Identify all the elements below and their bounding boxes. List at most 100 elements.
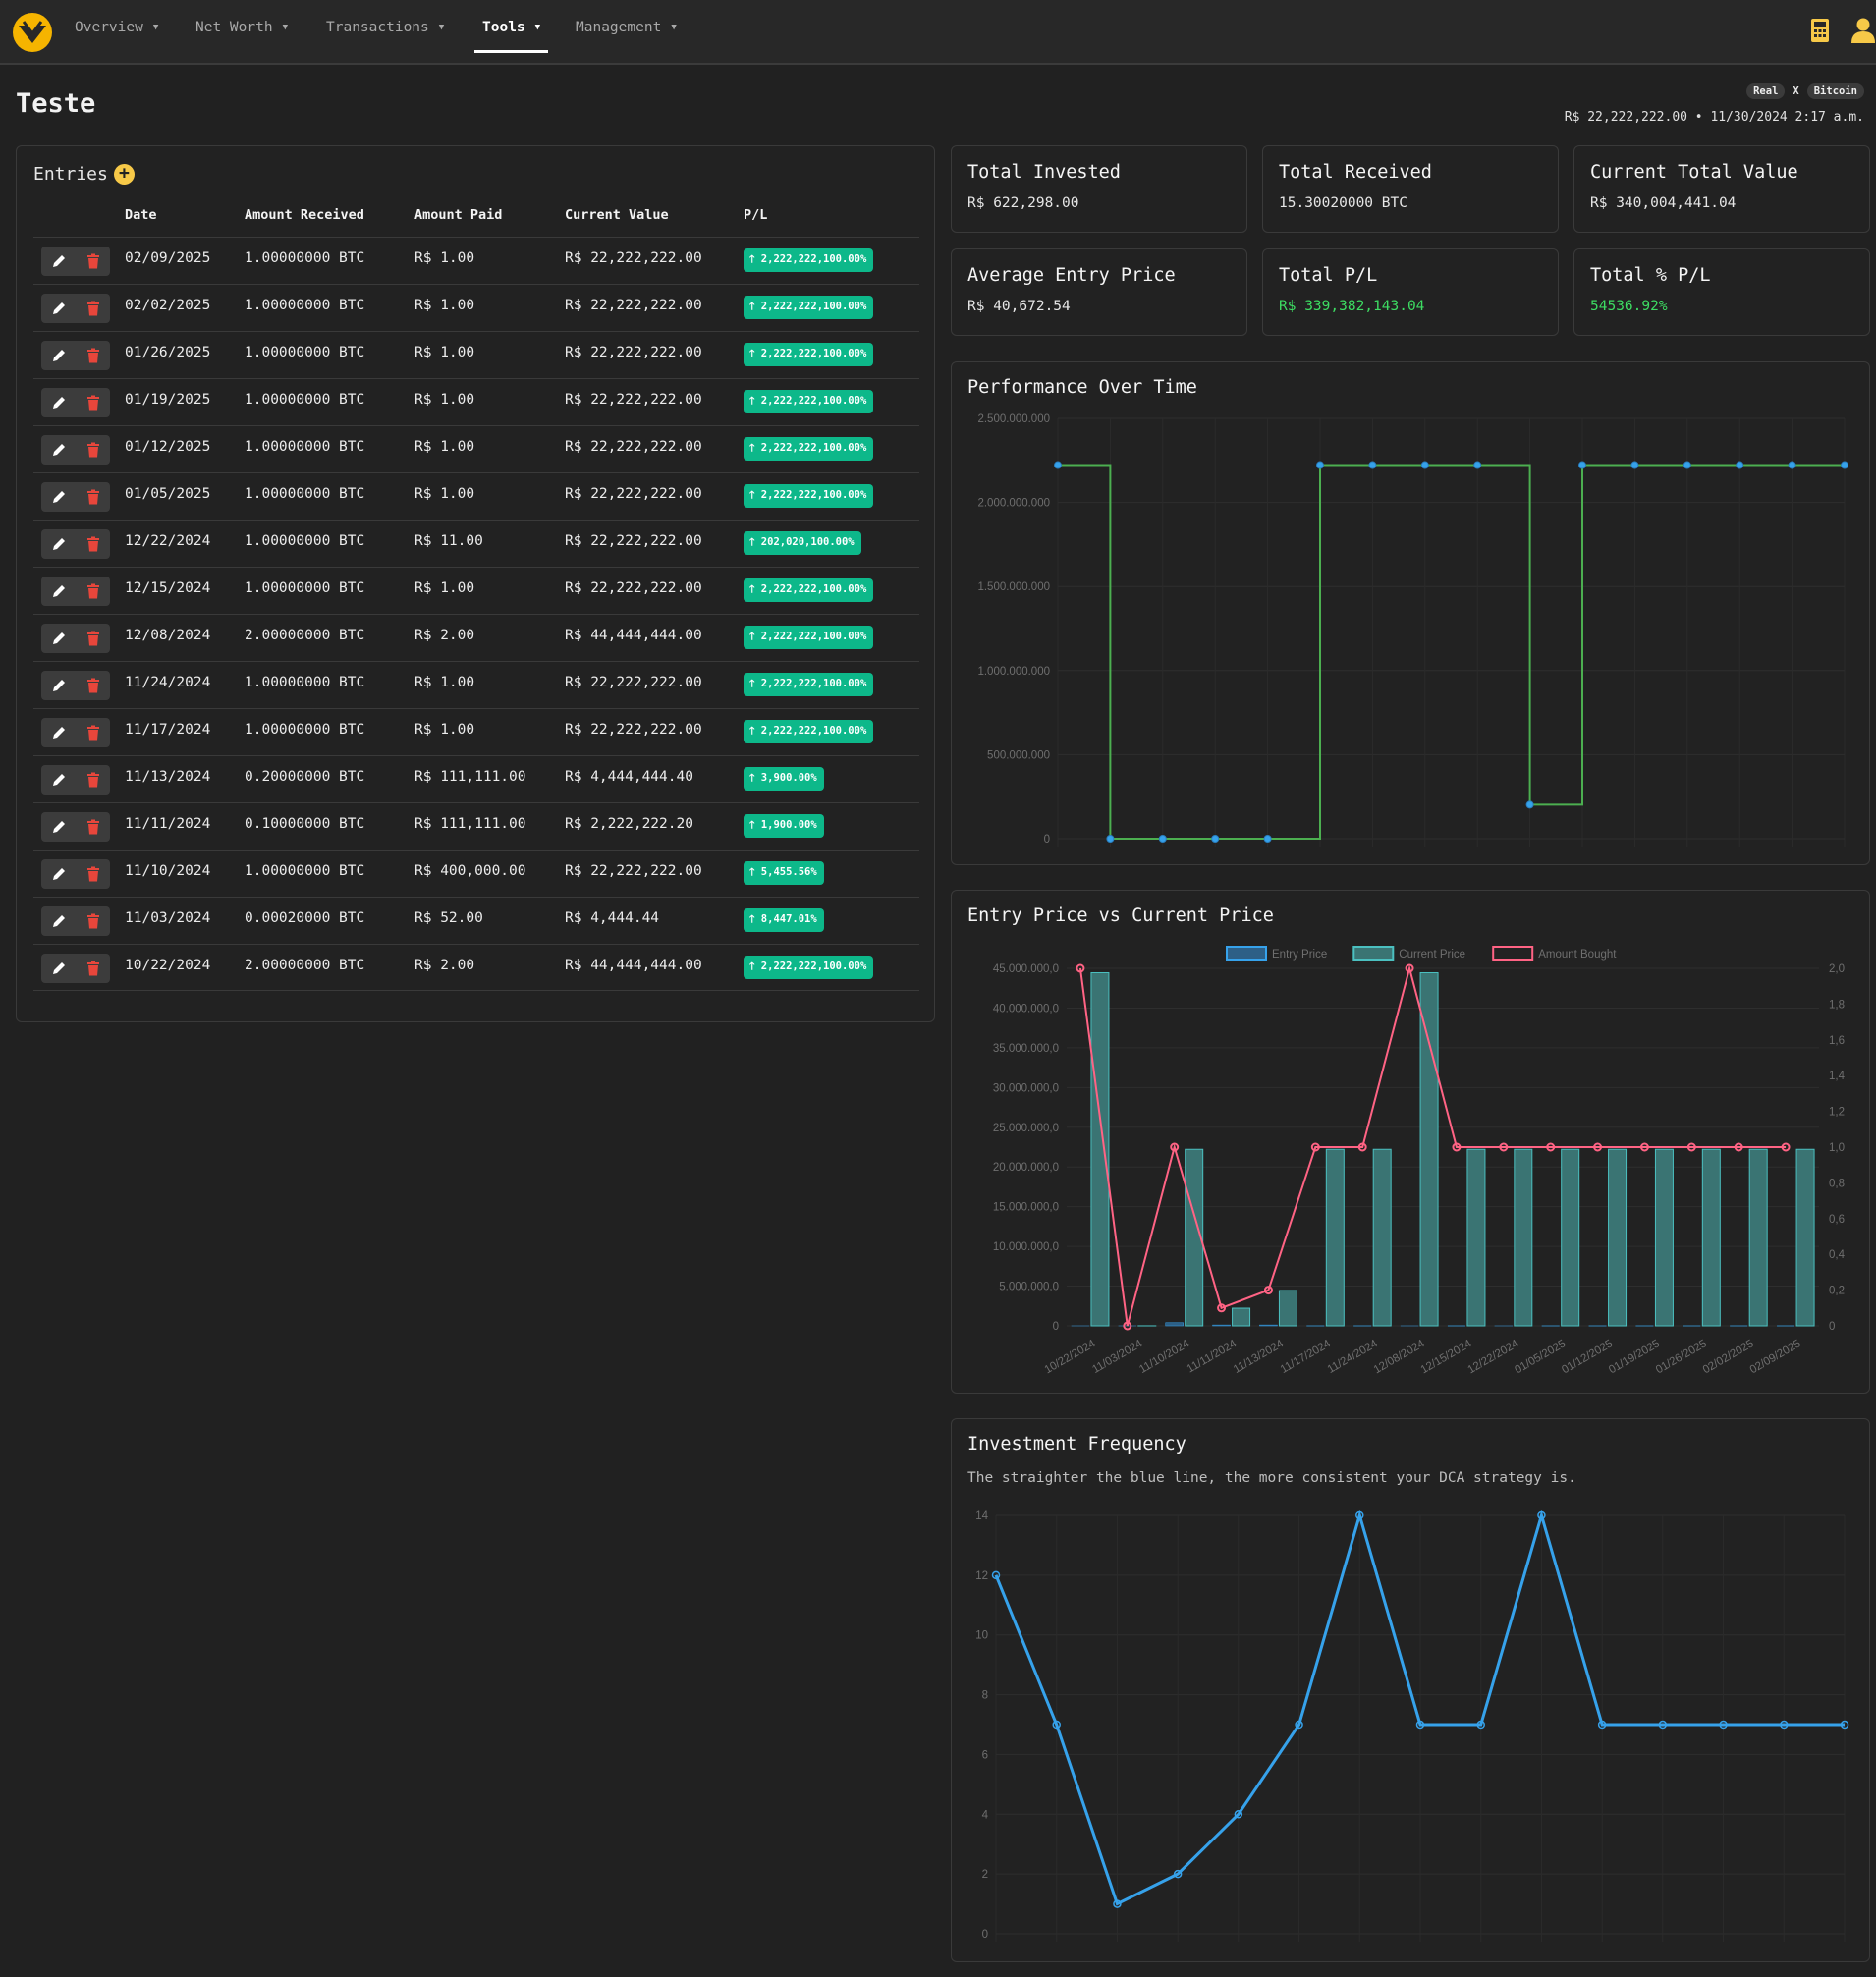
stat-value: R$ 340,004,441.04 (1590, 195, 1737, 211)
column-header: Date (125, 207, 157, 223)
chart-subtitle: The straighter the blue line, the more c… (967, 1470, 1576, 1486)
delete-trash-icon[interactable] (86, 301, 100, 316)
delete-trash-icon[interactable] (86, 961, 100, 976)
delete-trash-icon[interactable] (86, 253, 100, 269)
delete-trash-icon[interactable] (86, 536, 100, 552)
pl-badge: 🡑 2,222,222,100.00% (744, 720, 874, 743)
stat-title: Total % P/L (1590, 265, 1711, 286)
arrow-up-icon: 🡑 (749, 866, 761, 878)
current-value-cell: R$ 22,222,222.00 (565, 345, 702, 360)
nav-item-net-worth[interactable]: Net Worth ▼ (195, 20, 288, 53)
edit-pencil-icon[interactable] (51, 583, 67, 599)
y-tick-label: 20.000.000,0 (993, 1162, 1059, 1174)
current-value-cell: R$ 22,222,222.00 (565, 533, 702, 549)
delete-trash-icon[interactable] (86, 772, 100, 788)
y-tick-label: 0 (1053, 1321, 1059, 1333)
column-header: Current Value (565, 207, 669, 223)
table-row: 01/19/2025 1.00000000 BTC R$ 1.00 R$ 22,222… (33, 378, 919, 425)
pl-badge: 🡑 202,020,100.00% (744, 531, 861, 555)
arrow-up-icon: 🡑 (749, 583, 761, 595)
date-cell: 11/03/2024 (125, 910, 211, 926)
delete-trash-icon[interactable] (86, 348, 100, 363)
current-value-cell: R$ 22,222,222.00 (565, 298, 702, 313)
nav-item-transactions[interactable]: Transactions ▼ (326, 20, 444, 53)
chart-title: Performance Over Time (967, 377, 1197, 398)
nav-item-tools[interactable]: Tools ▼ (474, 20, 549, 53)
current-price-bar (1232, 1307, 1251, 1327)
stat-card-total-received: Total Received 15.30020000 BTC (1262, 145, 1559, 233)
stat-value: 15.30020000 BTC (1279, 195, 1407, 211)
delete-trash-icon[interactable] (86, 442, 100, 458)
delete-trash-icon[interactable] (86, 913, 100, 929)
delete-trash-icon[interactable] (86, 631, 100, 646)
date-cell: 01/19/2025 (125, 392, 211, 408)
page-title: Teste (16, 88, 96, 119)
data-point (1578, 461, 1586, 469)
nav-item-management[interactable]: Management ▼ (576, 20, 677, 53)
x-tick-label: 11/17/2024 (1279, 1338, 1334, 1376)
row-actions (41, 482, 110, 512)
delete-trash-icon[interactable] (86, 395, 100, 411)
arrow-up-icon: 🡑 (749, 913, 761, 925)
edit-pencil-icon[interactable] (51, 395, 67, 411)
app-logo[interactable] (12, 12, 53, 53)
delete-trash-icon[interactable] (86, 583, 100, 599)
data-point (1683, 461, 1691, 469)
stat-title: Current Total Value (1590, 162, 1798, 183)
edit-pencil-icon[interactable] (51, 489, 67, 505)
data-point (1420, 461, 1429, 469)
data-point (1719, 1720, 1728, 1730)
table-row: 02/02/2025 1.00000000 BTC R$ 1.00 R$ 22,222… (33, 284, 919, 331)
edit-pencil-icon[interactable] (51, 442, 67, 458)
delete-trash-icon[interactable] (86, 725, 100, 741)
arrow-up-icon: 🡑 (749, 631, 761, 642)
table-row: 11/10/2024 1.00000000 BTC R$ 400,000.00 R$ … (33, 850, 919, 897)
edit-pencil-icon[interactable] (51, 536, 67, 552)
edit-pencil-icon[interactable] (51, 819, 67, 835)
edit-pencil-icon[interactable] (51, 631, 67, 646)
stat-title: Average Entry Price (967, 265, 1176, 286)
current-price-bar (1419, 971, 1439, 1327)
edit-pencil-icon[interactable] (51, 678, 67, 693)
amount-bought-point (1499, 1142, 1509, 1152)
delete-trash-icon[interactable] (86, 866, 100, 882)
amount-bought-line (1078, 964, 1787, 1327)
arrow-up-icon: 🡑 (749, 348, 761, 359)
y2-tick-label: 1,2 (1829, 1107, 1845, 1119)
row-actions (41, 435, 110, 465)
x-tick-label: 12/15/2024 (1419, 1338, 1474, 1376)
table-row: 10/22/2024 2.00000000 BTC R$ 2.00 R$ 44,444… (33, 944, 919, 991)
legend-label: Amount Bought (1538, 949, 1617, 961)
base-currency-pill[interactable]: Real (1746, 83, 1786, 99)
edit-pencil-icon[interactable] (51, 253, 67, 269)
x-tick-label: 01/05/2025 (1513, 1338, 1568, 1376)
quote-currency-pill[interactable]: Bitcoin (1806, 83, 1864, 99)
delete-trash-icon[interactable] (86, 819, 100, 835)
y-tick-label: 35.000.000,0 (993, 1043, 1059, 1055)
pl-badge: 🡑 2,222,222,100.00% (744, 673, 874, 696)
edit-pencil-icon[interactable] (51, 348, 67, 363)
edit-pencil-icon[interactable] (51, 961, 67, 976)
pl-badge: 🡑 2,222,222,100.00% (744, 248, 874, 272)
y-tick-label: 14 (975, 1510, 988, 1522)
edit-pencil-icon[interactable] (51, 725, 67, 741)
arrow-up-icon: 🡑 (749, 725, 761, 737)
column-header: Amount Received (245, 207, 364, 223)
delete-trash-icon[interactable] (86, 678, 100, 693)
entry-vs-current-chart: 0 5.000.000,0 10.000.000,0 15.000.000,0 20.0… (993, 946, 1846, 1376)
current-value-cell: R$ 4,444.44 (565, 910, 660, 926)
user-icon[interactable] (1851, 18, 1875, 43)
caret-down-icon: ▼ (534, 23, 541, 32)
calculator-icon[interactable] (1810, 18, 1830, 43)
edit-pencil-icon[interactable] (51, 772, 67, 788)
amount-bought-point (1076, 963, 1085, 973)
edit-pencil-icon[interactable] (51, 913, 67, 929)
edit-pencil-icon[interactable] (51, 301, 67, 316)
nav-item-overview[interactable]: Overview ▼ (75, 20, 158, 53)
delete-trash-icon[interactable] (86, 489, 100, 505)
pl-badge: 🡑 2,222,222,100.00% (744, 343, 874, 366)
table-row: 11/13/2024 0.20000000 BTC R$ 111,111.00 R$ … (33, 755, 919, 802)
add-entry-button[interactable]: + (113, 164, 135, 185)
current-price-bar (1514, 1148, 1533, 1327)
edit-pencil-icon[interactable] (51, 866, 67, 882)
